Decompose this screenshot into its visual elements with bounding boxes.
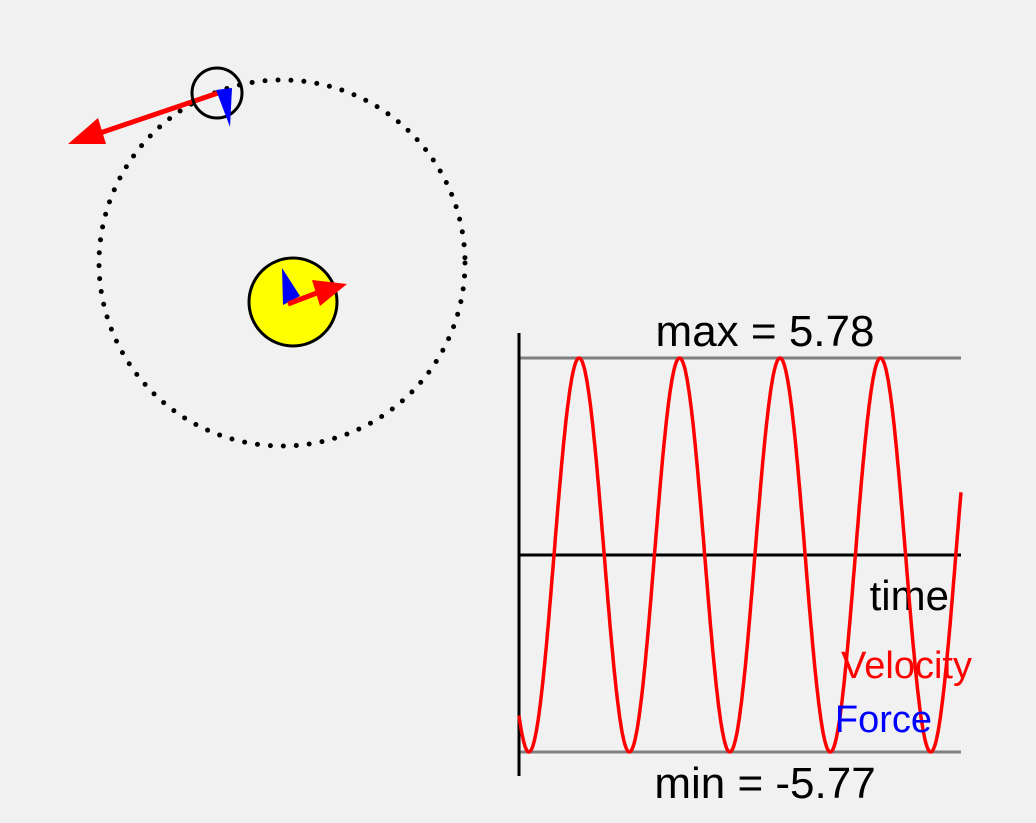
- orbit-path: [96, 77, 468, 449]
- min-label: min = -5.77: [654, 759, 875, 808]
- orbiting-body: [68, 66, 244, 144]
- central-body-velocity-arrowhead: [312, 280, 347, 306]
- max-label: max = 5.78: [656, 307, 875, 356]
- orbiting-body-disc: [190, 66, 244, 120]
- orbiting-body-velocity-arrowhead: [68, 118, 106, 144]
- orbiting-body-velocity-shaft: [99, 90, 219, 136]
- orbiting-body-force-arrow: [216, 88, 232, 127]
- velocity-series-line: [517, 356, 963, 754]
- central-body-force-arrow: [282, 268, 300, 305]
- orbit-diagram: [68, 66, 468, 449]
- legend-force: Force: [835, 699, 932, 741]
- velocity-chart: max = 5.78 min = -5.77 time Velocity For…: [517, 307, 972, 808]
- central-body: [247, 256, 347, 348]
- legend-velocity: Velocity: [841, 645, 972, 687]
